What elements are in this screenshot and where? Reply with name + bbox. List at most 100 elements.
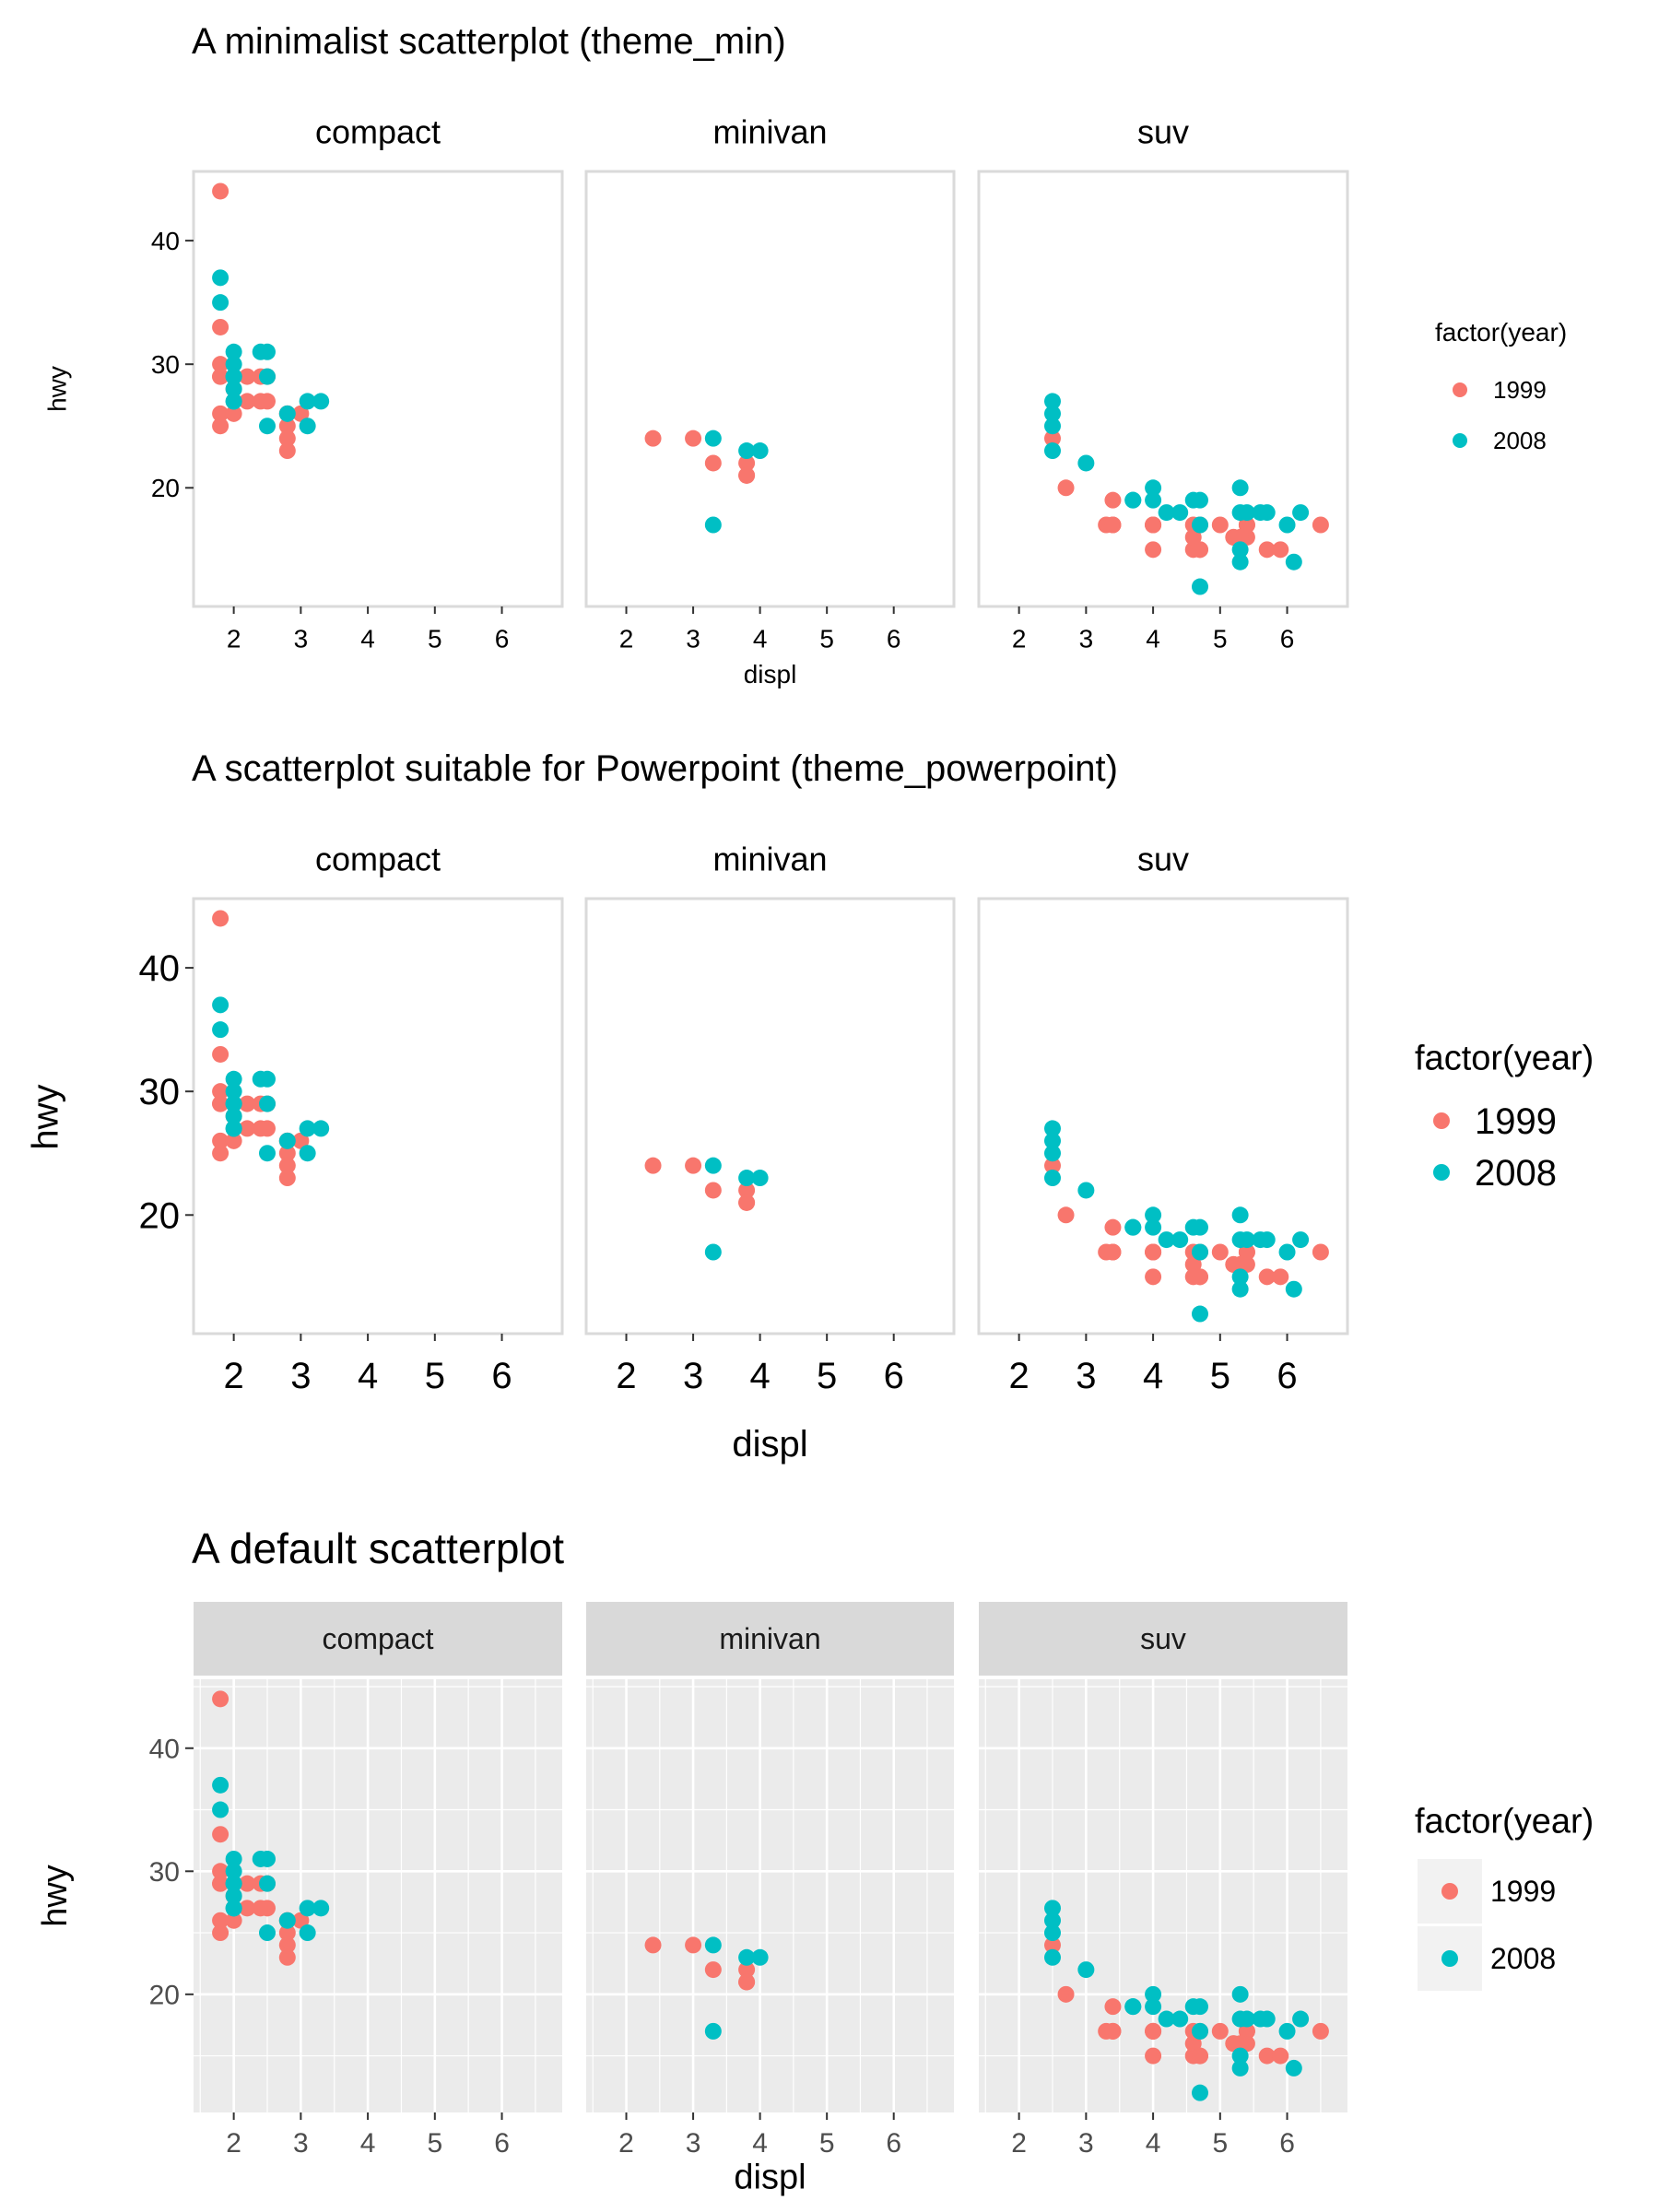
data-point-1999 (292, 405, 310, 422)
data-point-1999 (239, 1875, 256, 1892)
data-point-2008 (704, 1157, 722, 1174)
data-point-2008 (259, 1875, 276, 1892)
data-point-1999 (1057, 1206, 1075, 1224)
x-tick-label: 3 (683, 1356, 703, 1396)
x-tick-label: 2 (1012, 624, 1027, 653)
data-point-1999 (1104, 2022, 1122, 2040)
legend-title: factor(year) (1415, 1802, 1594, 1841)
data-point-2008 (1192, 516, 1208, 534)
legend-label-2008: 2008 (1490, 1942, 1556, 1975)
data-point-2008 (1231, 1280, 1249, 1298)
x-tick-label: 3 (1079, 624, 1094, 653)
facet-strip-label: minivan (712, 113, 827, 151)
data-point-2008 (1285, 553, 1302, 571)
data-point-2008 (1145, 479, 1162, 497)
data-point-2008 (225, 1850, 242, 1867)
data-point-1999 (278, 1948, 296, 1966)
data-point-1999 (1044, 429, 1061, 447)
panel-border (192, 170, 564, 608)
data-point-2008 (1145, 1206, 1162, 1224)
y-tick-label: 20 (149, 1980, 180, 2010)
y-tick-label: 30 (149, 1857, 180, 1888)
facet-strip-background (586, 1602, 954, 1676)
facet-strip-label: compact (315, 841, 441, 878)
chart-title: A default scatterplot (192, 1524, 564, 1572)
x-axis-label: displ (744, 660, 797, 688)
data-point-2008 (225, 1070, 242, 1088)
legend: factor(year) 1999 2008 (1415, 1039, 1594, 1194)
chart-2: A scatterplot suitable for Powerpoint (t… (26, 748, 1594, 1465)
x-tick-label: 6 (887, 624, 901, 653)
data-point-1999 (239, 368, 256, 385)
data-point-1999 (212, 405, 229, 422)
x-tick-label: 6 (491, 1356, 512, 1396)
data-point-2008 (259, 1145, 276, 1162)
data-point-1999 (259, 1900, 276, 1917)
data-point-1999 (1057, 479, 1075, 497)
data-point-1999 (1104, 1998, 1122, 2016)
data-point-2008 (1171, 1231, 1189, 1249)
data-point-2008 (225, 356, 242, 373)
x-tick-label: 6 (886, 2128, 901, 2159)
data-point-2008 (1278, 2022, 1296, 2040)
data-point-2008 (1158, 1231, 1175, 1249)
legend-title: factor(year) (1415, 1039, 1594, 1077)
data-point-2008 (1278, 1243, 1296, 1261)
data-point-2008 (1231, 479, 1249, 497)
data-point-2008 (225, 381, 242, 397)
data-point-2008 (1258, 1231, 1276, 1249)
data-point-2008 (212, 269, 229, 287)
data-point-2008 (1124, 1218, 1142, 1236)
data-point-1999 (1312, 1243, 1329, 1261)
x-tick-label: 3 (293, 2128, 309, 2159)
data-point-1999 (212, 1912, 229, 1929)
legend-label-1999: 1999 (1493, 376, 1547, 404)
data-point-2008 (1258, 2010, 1276, 2028)
data-point-2008 (1145, 1985, 1162, 2003)
x-tick-label: 3 (1078, 2128, 1094, 2159)
data-point-1999 (212, 910, 229, 927)
y-tick-label: 20 (139, 1195, 181, 1236)
data-point-2008 (1044, 1912, 1061, 1929)
data-point-1999 (212, 1690, 229, 1708)
data-point-2008 (1171, 504, 1189, 522)
x-tick-label: 3 (290, 1356, 311, 1396)
data-point-2008 (252, 1850, 269, 1867)
data-point-1999 (1192, 541, 1208, 559)
y-axis-label: hwy (26, 1084, 66, 1149)
data-point-2008 (225, 1095, 242, 1112)
data-point-2008 (1238, 504, 1255, 522)
data-point-1999 (212, 1045, 229, 1063)
y-tick-label: 40 (149, 1734, 180, 1764)
chart-1: A minimalist scatterplot (theme_min)comp… (42, 21, 1567, 688)
data-point-2008 (1238, 2010, 1255, 2028)
data-point-2008 (1184, 1998, 1202, 2016)
data-point-2008 (751, 1948, 769, 1966)
data-point-2008 (1077, 454, 1095, 472)
data-point-1999 (259, 393, 276, 410)
facet-panel-minivan: minivan 2 3 4 5 6 (584, 841, 956, 1396)
facet-strip-label: suv (1137, 113, 1189, 151)
data-point-1999 (1258, 1268, 1276, 1286)
data-point-1999 (1238, 1243, 1255, 1261)
panel-border (192, 897, 564, 1335)
data-point-2008 (1044, 393, 1061, 410)
x-tick-label: 4 (749, 1356, 770, 1396)
data-point-1999 (212, 318, 229, 335)
legend: factor(year) 1999 2008 (1415, 1802, 1594, 1991)
data-point-1999 (738, 1961, 756, 1979)
data-point-2008 (704, 516, 722, 534)
facet-panel-suv: suv 2 3 4 5 6 (979, 1602, 1347, 2159)
panel-background (979, 1679, 1347, 2112)
data-point-2008 (1231, 553, 1249, 571)
data-point-1999 (278, 1936, 296, 1954)
data-point-2008 (751, 442, 769, 460)
facet-strip-label: compact (323, 1622, 434, 1655)
facet-strip-background (979, 1602, 1347, 1676)
facet-panel-compact: compact 2 3 4 5 6 (192, 113, 564, 653)
data-point-2008 (225, 1863, 242, 1880)
data-point-1999 (1184, 528, 1202, 546)
facet-panel-compact: compact 2 3 4 5 6 (194, 1602, 562, 2159)
data-point-2008 (1044, 1924, 1061, 1942)
